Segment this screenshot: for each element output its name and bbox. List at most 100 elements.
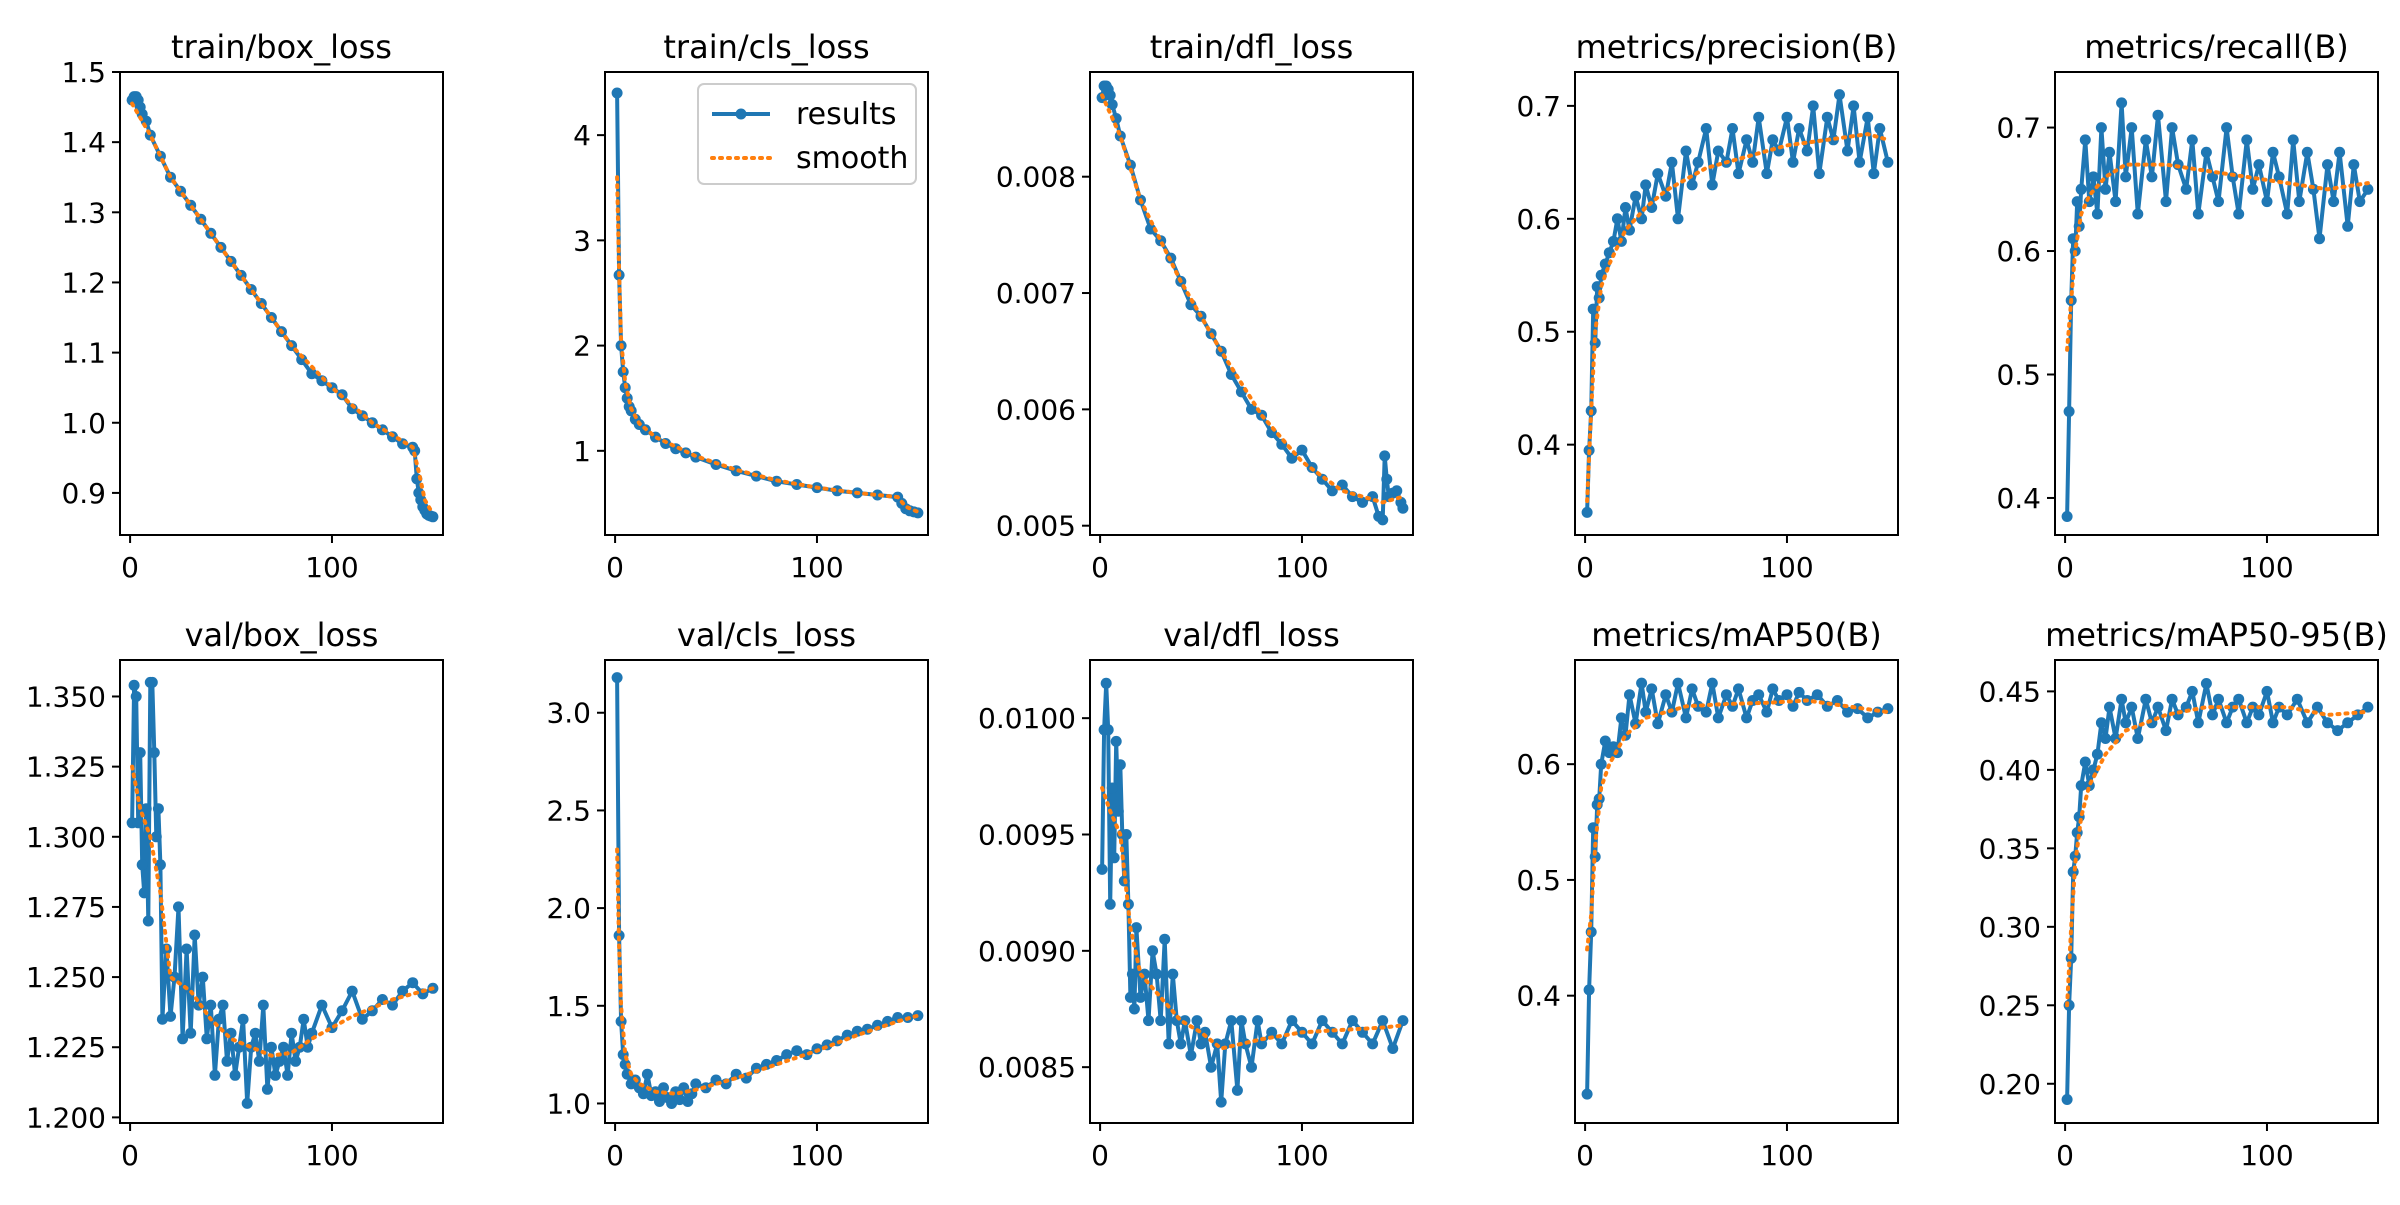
y-tick-label: 2 (573, 330, 591, 363)
legend-results-label: results (796, 97, 897, 132)
y-tick-label: 1 (573, 435, 591, 468)
data-point-results (134, 747, 146, 759)
data-point-results (1793, 686, 1805, 698)
y-tick-label: 0.4 (1516, 980, 1561, 1013)
y-tick-label: 1.300 (26, 821, 106, 854)
subplot-title: train/cls_loss (663, 28, 869, 66)
y-tick-label: 0.7 (1996, 112, 2041, 145)
data-point-results (2261, 196, 2273, 208)
x-tick-label: 0 (2056, 1139, 2074, 1172)
y-tick-label: 1.1 (61, 337, 106, 370)
data-point-results (249, 1027, 261, 1039)
data-point-results (2160, 196, 2172, 208)
y-tick-label: 1.2 (61, 266, 106, 299)
x-tick-label: 0 (1091, 551, 1109, 584)
data-point-results (2100, 733, 2111, 744)
data-point-results (1120, 829, 1132, 840)
data-point-results (1712, 712, 1724, 724)
subplot-val-cls-loss: val/cls_loss 0 100 1.0 1.5 2.0 2.5 3.0 (546, 616, 929, 1172)
series-line-results (1100, 681, 1405, 1105)
y-tick-label: 0.007 (996, 277, 1076, 310)
series-line-smooth (1100, 93, 1405, 505)
data-point-results (1636, 677, 1648, 689)
legend: results smooth (697, 83, 917, 185)
data-point-results (189, 929, 201, 941)
x-tick-label: 0 (1576, 551, 1594, 584)
data-point-results (2247, 183, 2259, 195)
data-point-results (1801, 145, 1813, 157)
data-point-results (2273, 701, 2285, 713)
y-tick-label: 0.25 (1979, 989, 2041, 1022)
data-point-results (1185, 1050, 1197, 1061)
data-point-results (2079, 756, 2091, 768)
y-tick-label: 0.0100 (978, 702, 1076, 735)
x-tick-label: 0 (606, 551, 624, 584)
data-point-results (1391, 485, 1403, 497)
data-point-results (1761, 706, 1773, 718)
y-tick-label: 0.5 (1516, 316, 1561, 349)
data-point-results (1225, 1015, 1237, 1027)
data-point-results (2233, 693, 2245, 705)
data-point-results (1630, 190, 1642, 202)
data-point-results (1143, 1015, 1154, 1027)
data-point-results (150, 831, 162, 843)
data-point-results (130, 691, 142, 702)
data-point-results (1741, 134, 1753, 146)
data-point-results (1252, 1015, 1264, 1027)
y-tick-label: 2.0 (546, 892, 591, 925)
data-point-results (1336, 1038, 1348, 1050)
data-point-results (1831, 695, 1843, 706)
data-point-results (2221, 122, 2233, 134)
data-point-results (1326, 485, 1338, 497)
legend-smooth-label: smooth (796, 141, 908, 176)
y-tick-label: 1.4 (61, 126, 106, 159)
data-point-results (1787, 700, 1799, 712)
y-tick-label: 0.005 (996, 510, 1076, 543)
data-point-results (146, 676, 158, 688)
data-point-results (1842, 706, 1853, 718)
axes-frame (1574, 71, 1899, 536)
data-point-results (1700, 706, 1712, 718)
axes-frame (119, 71, 444, 536)
data-point-results (1868, 168, 1880, 180)
data-point-results (1296, 444, 1308, 456)
data-point-results (1102, 724, 1114, 736)
data-point-results (2061, 511, 2073, 522)
data-point-results (1692, 156, 1704, 168)
data-point-results (2079, 134, 2091, 146)
series-line-results (1585, 92, 1890, 513)
data-point-results (2061, 1094, 2073, 1105)
data-point-results (132, 817, 144, 829)
data-point-results (1581, 1088, 1593, 1100)
data-point-results (2140, 134, 2152, 146)
series-line-smooth (130, 764, 435, 1058)
data-point-results (2126, 122, 2138, 134)
data-point-results (356, 1013, 368, 1025)
data-point-results (2354, 196, 2366, 208)
data-point-results (1834, 89, 1845, 101)
data-point-results (2087, 764, 2099, 776)
data-point-results (2311, 701, 2323, 713)
data-point-results (1130, 922, 1142, 934)
data-point-results (2233, 208, 2245, 220)
data-point-results (286, 1027, 298, 1039)
data-point-results (1191, 1015, 1203, 1027)
data-point-results (2116, 693, 2128, 705)
data-point-results (2200, 146, 2212, 158)
data-point-results (1147, 945, 1159, 957)
subplot-train-dfl-loss: train/dfl_loss 0 100 0.005 0.006 0.007 0.008 (996, 28, 1414, 584)
x-tick-label: 0 (121, 1139, 139, 1172)
y-tick-label: 0.0085 (978, 1051, 1076, 1084)
x-tick-label: 0 (2056, 551, 2074, 584)
data-point-results (1379, 450, 1391, 462)
subplot-metrics-map50-b: metrics/mAP50(B) 0 100 0.4 0.5 0.6 (1516, 616, 1899, 1172)
axes-frame (604, 71, 929, 536)
data-point-results (229, 1069, 241, 1081)
data-point-results (2152, 701, 2164, 713)
x-tick-label: 100 (790, 551, 843, 584)
data-point-results (302, 1041, 314, 1053)
data-point-results (1753, 111, 1765, 123)
data-point-results (2192, 717, 2204, 729)
data-point-results (2328, 196, 2340, 208)
